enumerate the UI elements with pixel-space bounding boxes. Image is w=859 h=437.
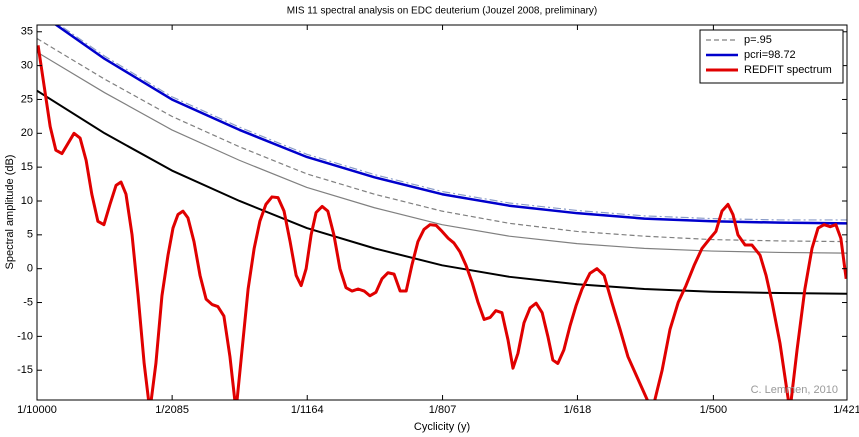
x-tick-label: 1/1164 (291, 404, 324, 416)
axes-box (36, 24, 848, 401)
y-tick-label: -15 (17, 364, 33, 376)
x-tick-label: 1/618 (564, 404, 592, 416)
x-tick-label: 1/421 (833, 404, 859, 416)
x-tick-label: 1/807 (429, 404, 457, 416)
series-line (54, 25, 847, 225)
x-tick-label: 1/10000 (17, 404, 57, 416)
y-axis-label: Spectral amplitude (dB) (4, 155, 16, 270)
y-tick-label: -5 (23, 296, 33, 308)
legend-label: p=.95 (744, 34, 772, 46)
x-axis-label: Cyclicity (y) (414, 421, 470, 433)
y-tick-label: 15 (21, 161, 33, 173)
plot-area (37, 25, 847, 400)
y-tick-label: 20 (21, 127, 33, 139)
y-tick-label: 35 (21, 26, 33, 38)
y-tick-label: 30 (21, 60, 33, 72)
x-tick-label: 1/2085 (155, 404, 189, 416)
y-tick-label: -10 (17, 330, 33, 342)
series-line (37, 38, 847, 243)
legend-box (699, 29, 844, 84)
legend-label: REDFIT spectrum (744, 64, 832, 76)
legend-label: pcri=98.72 (744, 49, 796, 61)
annotation: C. Lemmen, 2010 (751, 384, 838, 396)
y-tick-label: 0 (27, 263, 33, 275)
series-line (58, 25, 847, 221)
x-tick-label: 1/500 (700, 404, 728, 416)
series-line (37, 45, 847, 400)
series-line (37, 89, 847, 295)
y-tick-label: 25 (21, 93, 33, 105)
chart-title: MIS 11 spectral analysis on EDC deuteriu… (287, 6, 598, 17)
series-line (37, 51, 847, 254)
y-tick-label: 5 (27, 229, 33, 241)
y-tick-label: 10 (21, 195, 33, 207)
